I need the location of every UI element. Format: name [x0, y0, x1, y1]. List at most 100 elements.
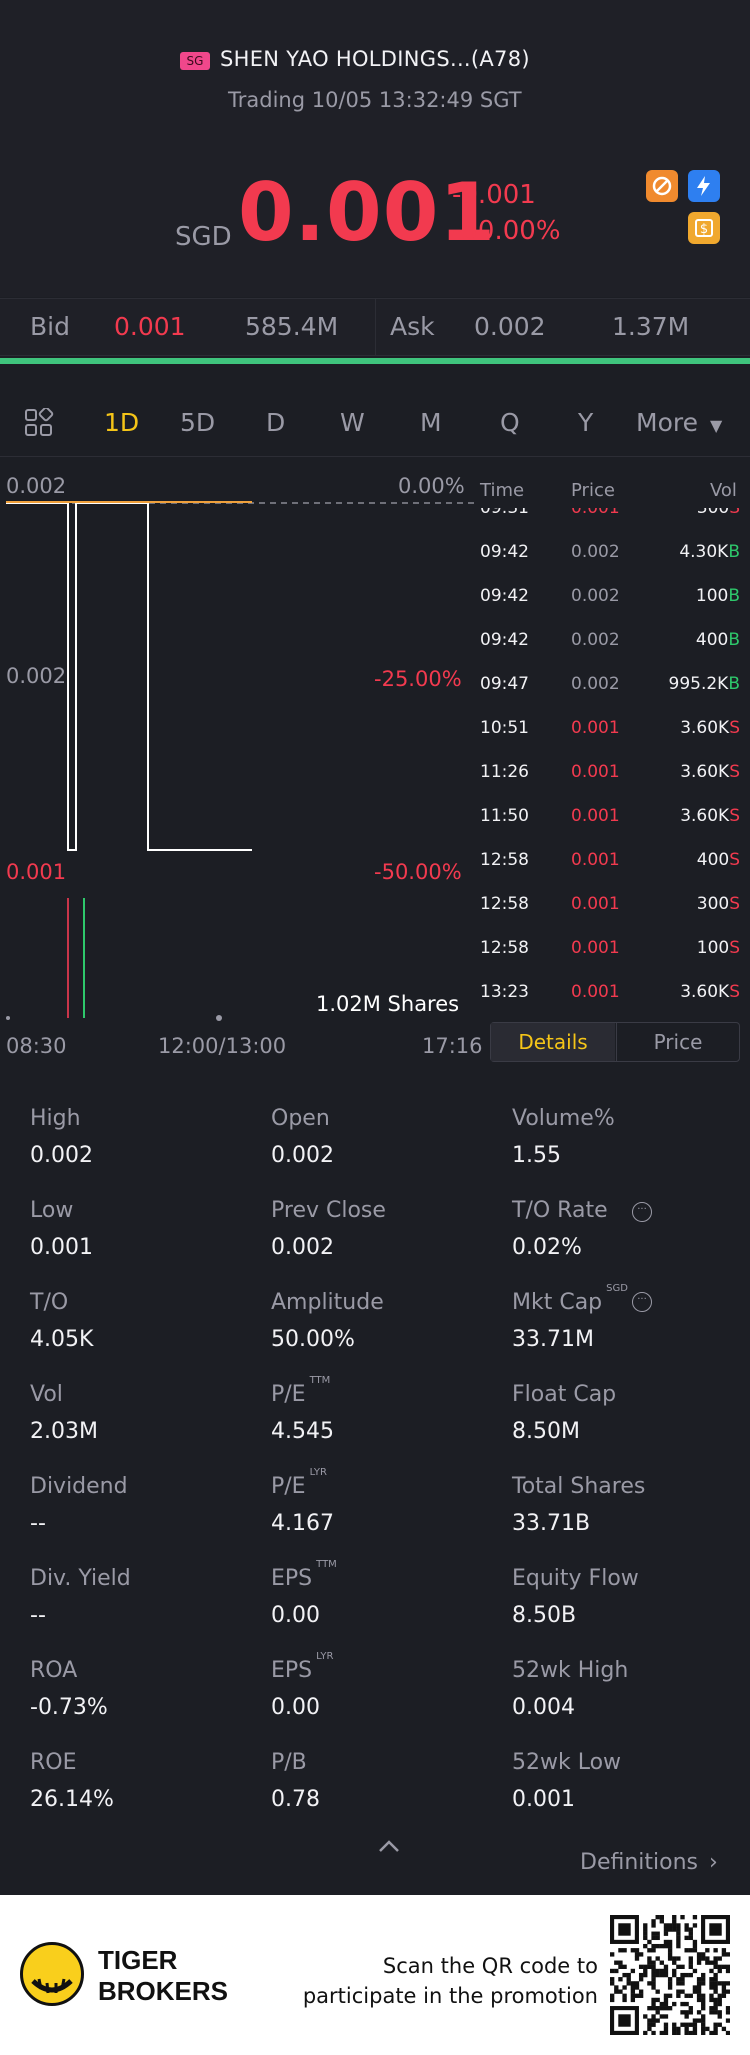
trade-volume-value: 100 — [695, 586, 729, 606]
tab-more-label: More — [636, 408, 698, 437]
trades-header-time: Time — [480, 480, 525, 501]
tab-more[interactable]: More ▼ — [636, 408, 722, 437]
stat-label-text: Open — [271, 1106, 330, 1131]
bid-volume: 585.4M — [245, 312, 339, 341]
trade-price: 0.002 — [571, 630, 620, 650]
trade-volume-value: 400 — [696, 850, 730, 870]
definitions-link[interactable]: Definitions › — [580, 1850, 718, 1875]
trade-volume-value: 995.2K — [668, 674, 729, 694]
flash-icon[interactable] — [688, 170, 720, 202]
trade-time: 12:58 — [480, 894, 529, 914]
stat-value: -- — [30, 1511, 46, 1536]
stat-label-text: Div. Yield — [30, 1566, 131, 1591]
trade-side: B — [728, 542, 740, 562]
trade-volume: 300S — [697, 508, 740, 518]
stock-name[interactable]: SHEN YAO HOLDINGS...(A78) — [220, 47, 530, 71]
tab-d[interactable]: D — [266, 408, 286, 437]
price-line — [6, 502, 252, 851]
svg-text:$: $ — [700, 222, 708, 237]
no-short-icon[interactable] — [646, 170, 678, 202]
trade-row: 09:42 0.002 400B — [480, 620, 740, 664]
stat-label: P/ELYR — [271, 1467, 327, 1499]
trade-volume: 3.60KS — [680, 762, 740, 782]
quote-header — [0, 0, 750, 297]
more-info-icon[interactable]: ··· — [632, 1202, 652, 1222]
trade-volume-value: 300 — [696, 508, 730, 518]
promo-text-line2: participate in the promotion — [302, 1984, 598, 2008]
tab-price[interactable]: Price — [616, 1023, 739, 1061]
trade-time: 12:58 — [480, 850, 529, 870]
time-end: 17:16 — [422, 1034, 483, 1058]
trade-time: 09:42 — [480, 542, 529, 562]
tab-y[interactable]: Y — [578, 408, 594, 437]
trade-volume-value: 300 — [696, 894, 730, 914]
stat-label-superscript: SGD — [606, 1282, 628, 1294]
trades-header-price: Price — [571, 480, 615, 501]
grid-layout-icon[interactable] — [24, 406, 54, 438]
stat-value: 0.002 — [30, 1143, 93, 1168]
stat-label-text: P/B — [271, 1750, 307, 1775]
trade-row: 10:51 0.001 3.60KS — [480, 708, 740, 752]
tab-1d[interactable]: 1D — [104, 408, 140, 437]
trade-time: 10:51 — [480, 718, 529, 738]
tab-details[interactable]: Details — [491, 1023, 615, 1061]
caret-down-icon: ▼ — [709, 416, 723, 435]
stat-label: Float Cap — [512, 1382, 616, 1407]
tab-w[interactable]: W — [340, 408, 365, 437]
stat-label-superscript: TTM — [316, 1558, 337, 1570]
stat-label-text: T/O — [30, 1290, 69, 1315]
trades-list[interactable]: 09:31 0.001 300S 09:42 0.002 4.30KB 09:42 0.002… — [480, 508, 740, 1014]
chart-top-percent: 0.00% — [398, 474, 465, 498]
dollar-icon[interactable]: $ — [688, 212, 720, 244]
stat-value: 0.002 — [271, 1143, 334, 1168]
stat-label-text: Vol — [30, 1382, 63, 1407]
stat-label: Div. Yield — [30, 1566, 131, 1591]
time-start: 08:30 — [6, 1034, 67, 1058]
detail-tabs — [490, 1022, 740, 1062]
stat-label: P/ETTM — [271, 1375, 330, 1407]
stat-label: T/O Rate — [512, 1198, 608, 1223]
stat-label-text: Equity Flow — [512, 1566, 639, 1591]
stat-label-text: 52wk Low — [512, 1750, 622, 1775]
volume-label: 1.02M Shares — [316, 992, 460, 1016]
tab-m[interactable]: M — [420, 408, 442, 437]
trade-price: 0.001 — [571, 508, 620, 518]
last-price: 0.001 — [238, 166, 497, 259]
trade-volume-value: 3.60K — [680, 806, 730, 826]
stat-label-text: Low — [30, 1198, 74, 1223]
collapse-chevron-icon[interactable] — [378, 1838, 400, 1857]
stat-label: Vol — [30, 1382, 63, 1407]
stat-label-text: Mkt Cap — [512, 1290, 603, 1315]
trade-volume: 100B — [696, 586, 740, 606]
stat-value: 4.167 — [271, 1511, 334, 1536]
stat-value: 33.71B — [512, 1511, 591, 1536]
trade-side: B — [728, 586, 740, 606]
stat-value: 0.00 — [271, 1603, 320, 1628]
trade-time: 09:42 — [480, 630, 529, 650]
trade-volume: 4.30KB — [679, 542, 740, 562]
tabs-divider — [0, 456, 750, 457]
stat-label: T/O — [30, 1290, 68, 1315]
trade-row: 12:58 0.001 400S — [480, 840, 740, 884]
stat-label: Open — [271, 1106, 330, 1131]
stat-value: 26.14% — [30, 1787, 114, 1812]
market-badge: SG — [180, 52, 210, 70]
stat-label: 52wk High — [512, 1658, 628, 1683]
stat-value: 8.50B — [512, 1603, 577, 1628]
stat-label: ROA — [30, 1658, 77, 1683]
stat-label-text: EPS — [271, 1566, 313, 1591]
qr-code[interactable] — [610, 1915, 730, 2035]
trade-volume: 300S — [697, 894, 740, 914]
tab-5d[interactable]: 5D — [180, 408, 216, 437]
currency-label: SGD — [175, 222, 232, 252]
more-info-icon[interactable]: ··· — [632, 1292, 652, 1312]
stat-value: 0.02% — [512, 1235, 582, 1260]
trade-time: 09:42 — [480, 586, 529, 606]
stat-value: 8.50M — [512, 1419, 580, 1444]
stat-value: -0.73% — [30, 1695, 108, 1720]
trade-volume: 100S — [697, 938, 740, 958]
tiger-brokers-logo — [20, 1942, 84, 2006]
tab-q[interactable]: Q — [500, 408, 520, 437]
chart-bottom-percent: -50.00% — [374, 860, 462, 884]
intraday-chart[interactable] — [0, 470, 480, 1030]
